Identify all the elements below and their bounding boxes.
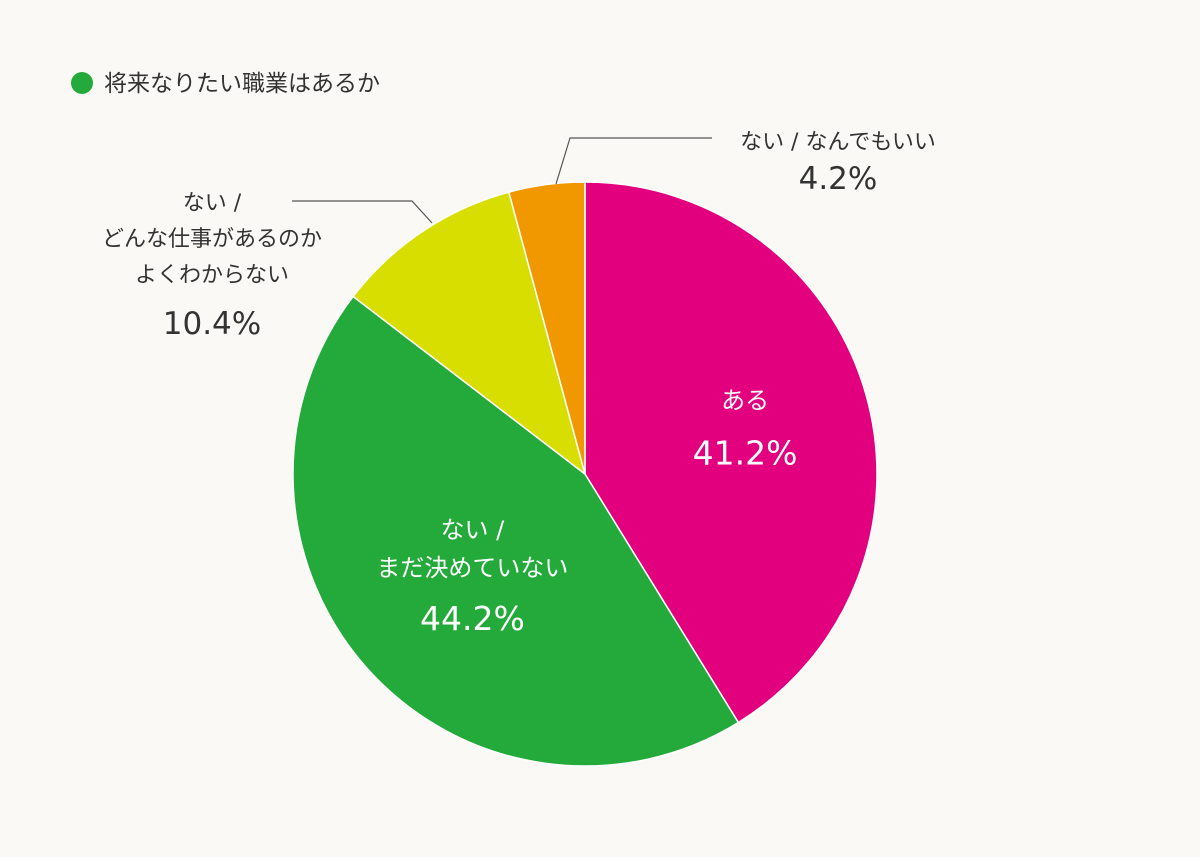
legend-marker [71, 72, 93, 94]
legend: 将来なりたい職業はあるか [71, 71, 380, 97]
pie-slice-2 [352, 191, 587, 476]
slice-label-1-line-1: まだ決めていない [376, 554, 568, 582]
slice-value-0: 41.2% [693, 434, 798, 473]
slice-label-3-line-0: ない / なんでもいい [740, 130, 936, 155]
slice-value-1: 44.2% [420, 599, 525, 638]
pie-slice-0 [584, 181, 878, 724]
pie-slice-1 [292, 295, 740, 767]
slice-value-3: 4.2% [799, 161, 878, 197]
slice-label-2-line-2: よくわからない [135, 263, 289, 288]
pie-slices [292, 181, 878, 767]
pie-slice-3 [507, 181, 586, 475]
slice-label-2-line-1: どんな仕事があるのか [102, 227, 322, 252]
slice-labels: ある 41.2% ない / まだ決めていない 44.2% ない / どんな仕事があるのかよく… [102, 130, 936, 638]
leader-line-2 [292, 200, 433, 224]
chart-title: 将来なりたい職業はあるか [104, 71, 380, 97]
slice-label-2-line-0: ない / [183, 191, 242, 216]
leader-lines [292, 137, 712, 224]
slice-label-0-line-0: ある [721, 387, 769, 415]
slice-label-1-line-0: ない / [441, 516, 506, 544]
slice-value-2: 10.4% [163, 306, 261, 342]
leader-line-3 [555, 137, 712, 185]
